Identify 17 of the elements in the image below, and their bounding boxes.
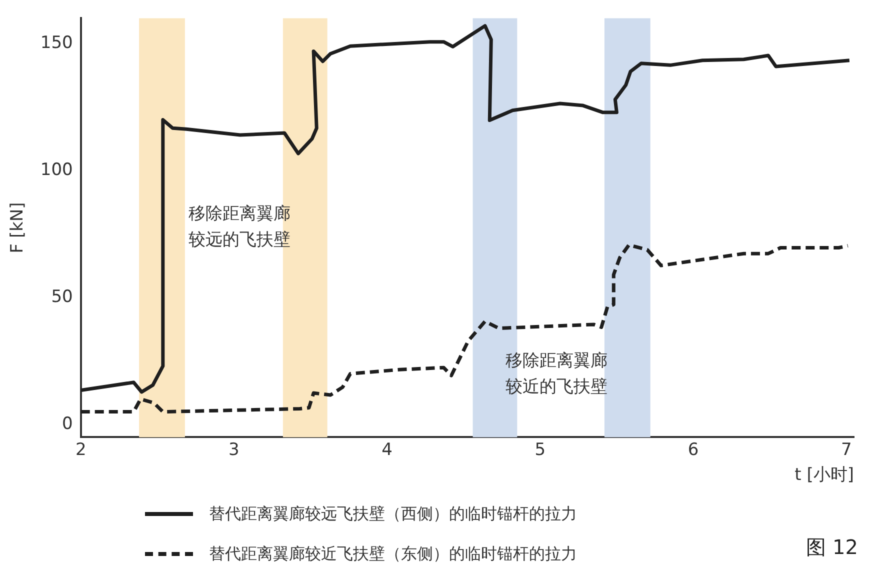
y-axis-title: F [kN] [8, 202, 28, 254]
x-axis-title: t [小时] [794, 465, 854, 486]
x-tick-label: 4 [382, 440, 392, 460]
y-tick-label: 150 [40, 33, 73, 54]
annotation: 移除距离翼廊较近的飞扶壁 [505, 350, 608, 397]
x-tick-label: 2 [75, 440, 86, 460]
legend-label: 替代距离翼廊较远飞扶壁（西侧）的临时锚杆的拉力 [209, 504, 577, 524]
x-tick-label: 5 [534, 440, 546, 460]
y-tick-label: 100 [40, 160, 73, 180]
x-tick-label: 7 [840, 440, 852, 460]
y-tick-label: 50 [51, 286, 73, 307]
annotation: 移除距离翼廊较远的飞扶壁 [188, 204, 290, 250]
caption: 图 12 [806, 534, 858, 561]
legend-label: 替代距离翼廊较近飞扶壁（东侧）的临时锚杆的拉力 [209, 544, 577, 564]
x-tick-label: 6 [688, 440, 699, 460]
x-tick-label: 3 [228, 440, 240, 460]
y-tick-label: 0 [62, 414, 73, 434]
